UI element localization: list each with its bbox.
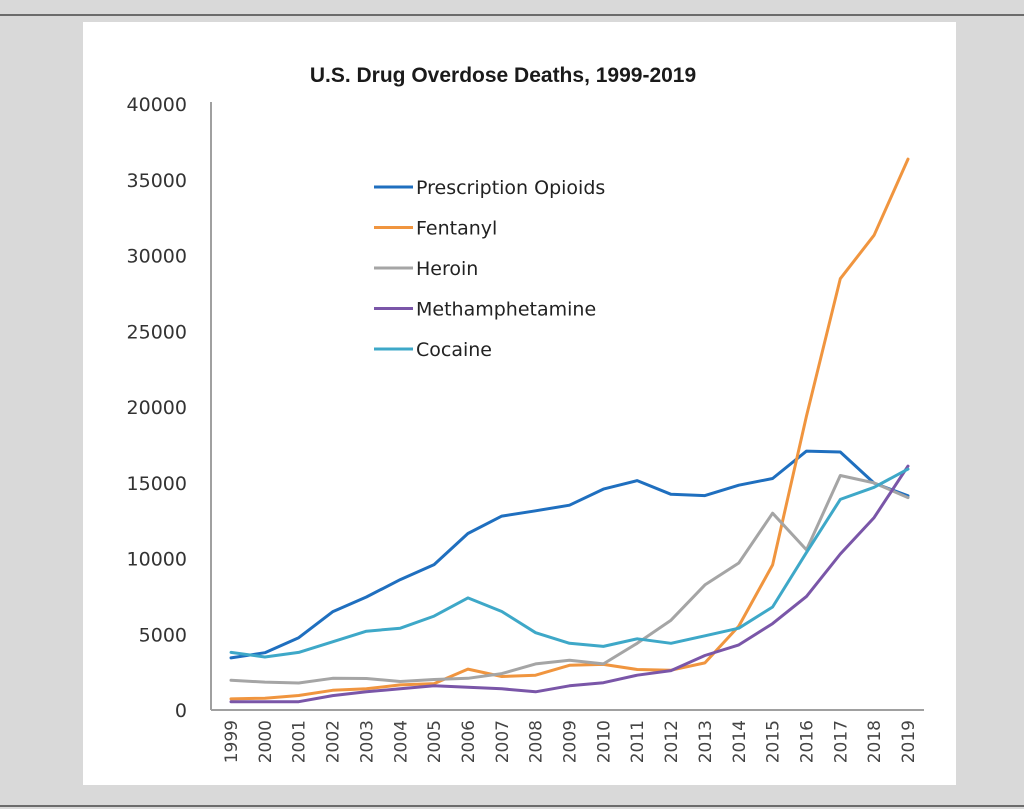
legend-label: Cocaine	[416, 339, 492, 361]
legend-label: Methamphetamine	[416, 299, 596, 321]
legend-item: Methamphetamine	[374, 299, 596, 321]
x-tick-label: 2009	[561, 720, 581, 763]
window-top-border	[0, 14, 1024, 16]
series-line-heroin	[229, 474, 910, 685]
x-tick-label: 2001	[290, 720, 310, 763]
y-tick-label: 0	[175, 700, 187, 722]
x-axis-ticks: 1999 2000 2001 2002 2003 2004 2005 2006 2007 2008…	[222, 720, 919, 763]
x-tick-label: 2012	[662, 720, 682, 763]
y-tick-label: 35000	[127, 170, 187, 192]
x-tick-label: 2013	[696, 720, 716, 763]
legend-label: Prescription Opioids	[416, 177, 605, 199]
x-tick-label: 2006	[459, 720, 479, 763]
x-tick-label: 2015	[764, 720, 784, 763]
series-line-cocaine	[229, 467, 910, 659]
y-tick-label: 15000	[127, 473, 187, 495]
series-line-methamphetamine	[229, 464, 910, 704]
x-tick-label: 2003	[357, 720, 377, 763]
x-tick-label: 2007	[493, 720, 513, 763]
legend-item: Cocaine	[374, 339, 492, 361]
legend-label: Heroin	[416, 258, 478, 280]
x-tick-label: 2018	[865, 720, 885, 763]
chart-title: U.S. Drug Overdose Deaths, 1999-2019	[310, 64, 696, 87]
y-tick-label: 40000	[127, 94, 187, 116]
x-tick-label: 2016	[797, 720, 817, 763]
x-tick-label: 2014	[730, 720, 750, 763]
legend: Prescription Opioids Fentanyl Heroin Metham…	[374, 177, 605, 361]
x-tick-label: 2011	[628, 720, 648, 763]
series-lines	[229, 157, 910, 704]
y-axis-ticks: 0 5000 10000 15000 20000 25000 30000 35000 40000	[127, 94, 187, 722]
y-tick-label: 25000	[127, 321, 187, 343]
window-bottom-border	[0, 805, 1024, 807]
axes	[210, 102, 924, 711]
x-tick-label: 2004	[391, 720, 411, 763]
legend-item: Heroin	[374, 258, 478, 280]
y-tick-label: 10000	[127, 549, 187, 571]
x-tick-label: 2010	[594, 720, 614, 763]
x-tick-label: 1999	[222, 720, 242, 763]
y-tick-label: 30000	[127, 246, 187, 268]
legend-item: Prescription Opioids	[374, 177, 605, 199]
x-tick-label: 2019	[899, 720, 919, 763]
x-tick-label: 2008	[527, 720, 547, 763]
legend-label: Fentanyl	[416, 218, 497, 240]
x-tick-label: 2017	[831, 720, 851, 763]
x-tick-label: 2002	[324, 720, 344, 763]
legend-item: Fentanyl	[374, 218, 497, 240]
series-line-fentanyl	[229, 157, 910, 701]
y-tick-label: 20000	[127, 397, 187, 419]
x-tick-label: 2005	[425, 720, 445, 763]
y-tick-label: 5000	[139, 624, 187, 646]
x-tick-label: 2000	[256, 720, 276, 763]
